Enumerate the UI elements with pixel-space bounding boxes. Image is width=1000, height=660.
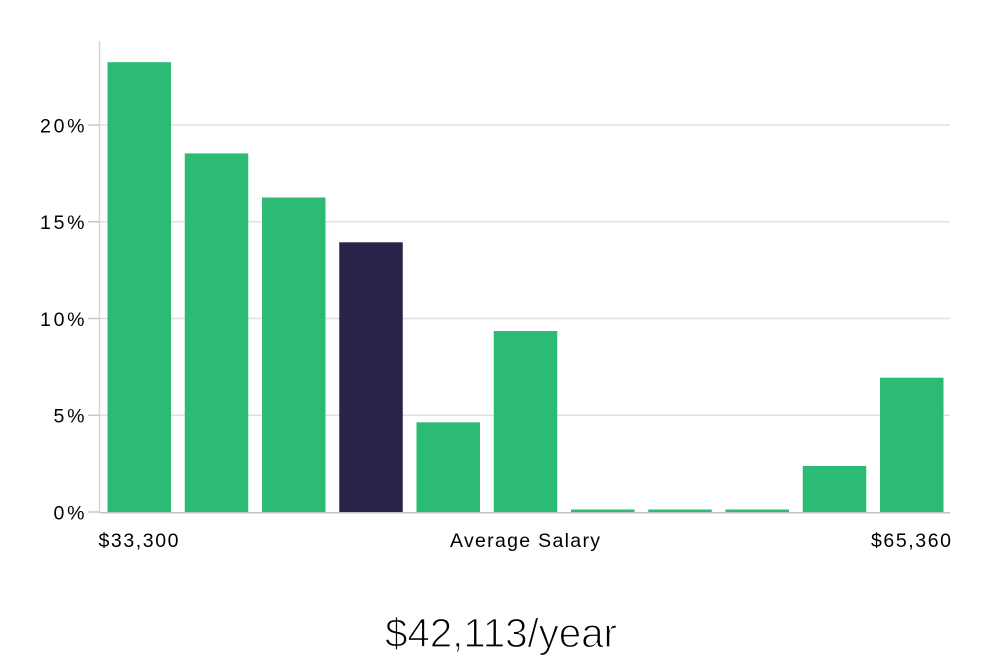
svg-text:$65,360: $65,360 <box>871 530 951 552</box>
svg-text:$42,113/year: $42,113/year <box>385 610 617 656</box>
svg-text:5%: 5% <box>54 406 85 428</box>
svg-text:15%: 15% <box>40 212 85 234</box>
svg-text:0%: 0% <box>54 502 85 524</box>
svg-text:20%: 20% <box>40 115 85 137</box>
svg-text:10%: 10% <box>40 309 85 331</box>
svg-text:$33,300: $33,300 <box>99 530 179 552</box>
svg-text:Average Salary: Average Salary <box>450 530 600 552</box>
